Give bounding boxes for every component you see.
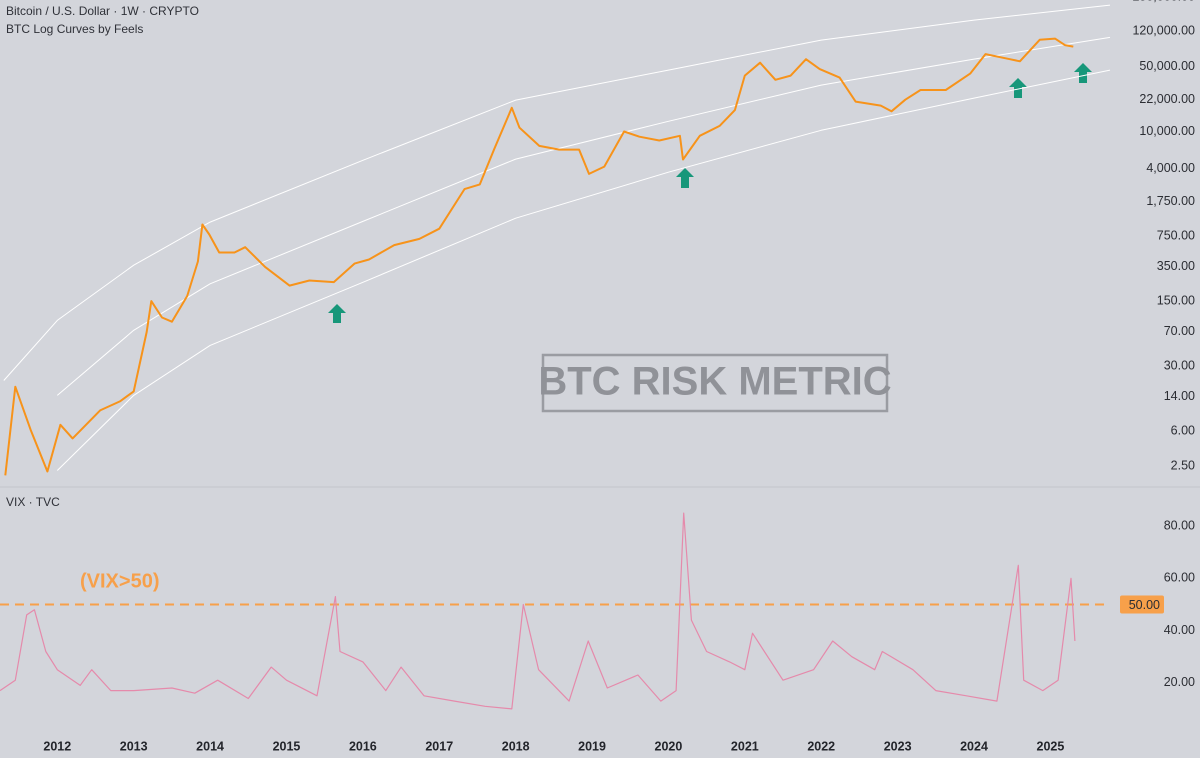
x-tick-label: 2021 [731, 739, 759, 753]
log-curve [56, 69, 1111, 471]
y-tick-label: 80.00 [1164, 518, 1195, 532]
arrows [328, 63, 1092, 323]
y-tick-label: 280,000.00 [1132, 0, 1195, 3]
y-tick-label: 14.00 [1164, 389, 1195, 403]
x-tick-label: 2020 [655, 739, 683, 753]
y-tick-label: 350.00 [1157, 259, 1195, 273]
y-tick-label: 20.00 [1164, 675, 1195, 689]
vix-annotation: (VIX>50) [80, 570, 159, 592]
price-line [0, 512, 1076, 710]
y-tick-label: 50,000.00 [1139, 59, 1195, 73]
y-tick-label: 120,000.00 [1132, 24, 1195, 38]
x-tick-label: 2015 [273, 739, 301, 753]
threshold-tag [1120, 595, 1164, 614]
watermark-box [541, 353, 889, 413]
threshold-label: 50.00 [1129, 598, 1160, 612]
y-tick-label: 1,750.00 [1146, 194, 1195, 208]
arrow [1074, 63, 1092, 83]
x-tick-label: 2014 [196, 739, 224, 753]
x-tick-label: 2017 [425, 739, 453, 753]
log-curve [3, 4, 1111, 381]
x-tick-label: 2016 [349, 739, 377, 753]
y-tick-label: 6.00 [1171, 423, 1195, 437]
y-tick-label: 150.00 [1157, 293, 1195, 307]
x-tick-label: 2025 [1037, 739, 1065, 753]
y-tick-label: 40.00 [1164, 623, 1195, 637]
y-tick-label: 70.00 [1164, 324, 1195, 338]
x-tick-label: 2013 [120, 739, 148, 753]
chart-subtitle: BTC Log Curves by Feels [6, 22, 143, 36]
watermark: BTC RISK METRIC [538, 353, 892, 413]
vix-title: VIX · TVC [6, 495, 60, 509]
y-tick-label: 4,000.00 [1146, 161, 1195, 175]
x-tick-label: 2019 [578, 739, 606, 753]
x-tick-label: 2022 [807, 739, 835, 753]
y-tick-label: 750.00 [1157, 228, 1195, 242]
y-tick-label: 60.00 [1164, 571, 1195, 585]
x-tick-label: 2012 [43, 739, 71, 753]
price-line [4, 37, 1074, 476]
y-tick-label: 2.50 [1171, 459, 1195, 473]
arrow [1009, 78, 1027, 98]
y-tick-label: 10,000.00 [1139, 124, 1195, 138]
arrow [328, 304, 346, 323]
log-curve [56, 36, 1111, 396]
x-tick-label: 2018 [502, 739, 530, 753]
x-tick-label: 2023 [884, 739, 912, 753]
y-tick-label: 30.00 [1164, 358, 1195, 372]
x-tick-label: 2024 [960, 739, 988, 753]
watermark-text: BTC RISK METRIC [538, 360, 891, 404]
arrow [676, 168, 694, 188]
y-tick-label: 22,000.00 [1139, 92, 1195, 106]
chart-title: Bitcoin / U.S. Dollar · 1W · CRYPTO [6, 4, 199, 18]
